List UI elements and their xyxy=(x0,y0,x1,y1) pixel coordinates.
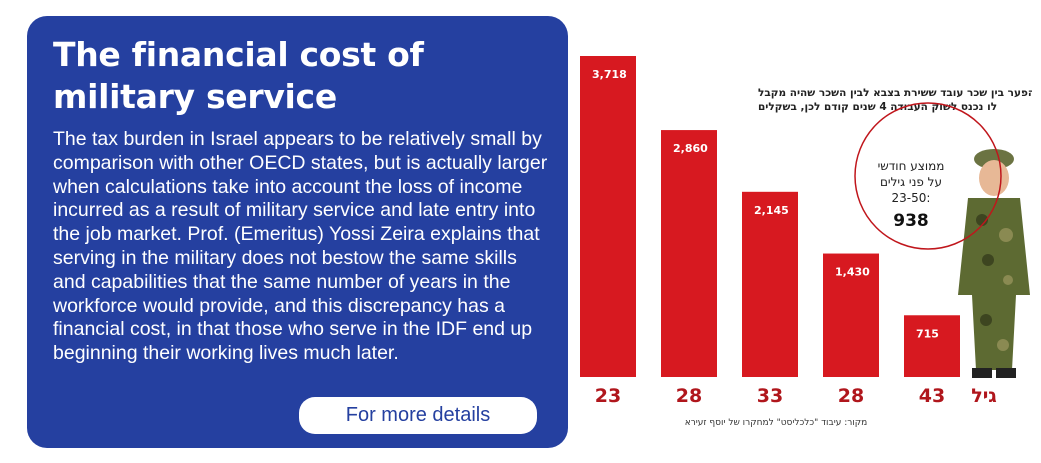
chart-source: מקור: עיבוד "כלכליסט" למחקרו של יוסף זעי… xyxy=(685,418,868,428)
age-tick-label-1: 28 xyxy=(676,385,702,407)
bar-1 xyxy=(661,130,717,377)
more-details-button[interactable]: For more details xyxy=(299,397,537,434)
age-tick-label-2: 33 xyxy=(757,385,783,407)
bar-value-label-0: 3,718 xyxy=(592,68,627,81)
bar-value-label-4: 715 xyxy=(916,327,939,340)
age-tick-label-0: 23 xyxy=(595,385,621,407)
age-tick-label-4: 43 xyxy=(919,385,945,407)
bar-4 xyxy=(904,315,960,377)
chart-title-line1: הפער בין שכר עובד ששירת בצבא לבין השכר ש… xyxy=(758,87,1032,99)
age-tick-label-3: 28 xyxy=(838,385,864,407)
annotation-line1: ממוצע חודשי xyxy=(878,159,945,173)
average-annotation: ממוצע חודשי על פני גילים 23-50: 938 xyxy=(854,102,1002,250)
chart-canvas: הפער בין שכר עובד ששירת בצבא לבין השכר ש… xyxy=(580,56,1032,428)
soldier-figure xyxy=(958,149,1030,378)
card-title: The financial cost of military service xyxy=(53,35,424,116)
bar-value-label-2: 2,145 xyxy=(754,204,789,217)
age-labels-group: 23 28 33 28 43 xyxy=(595,385,945,407)
xaxis-label: גיל xyxy=(971,385,997,407)
info-card: The financial cost of military service T… xyxy=(27,16,568,448)
bar-3 xyxy=(823,253,879,377)
annotation-line3: 23-50: xyxy=(892,191,931,205)
bar-0 xyxy=(580,56,636,377)
bar-value-label-3: 1,430 xyxy=(835,266,870,279)
bar-value-label-1: 2,860 xyxy=(673,142,708,155)
bars-group: 3,718 2,860 2,145 1,430 715 xyxy=(580,56,960,377)
annotation-line2: על פני גילים xyxy=(880,175,942,189)
wage-gap-chart: הפער בין שכר עובד ששירת בצבא לבין השכר ש… xyxy=(568,30,1032,430)
card-body: The tax burden in Israel appears to be r… xyxy=(53,128,548,365)
bar-2 xyxy=(742,191,798,377)
annotation-value: 938 xyxy=(893,211,929,231)
